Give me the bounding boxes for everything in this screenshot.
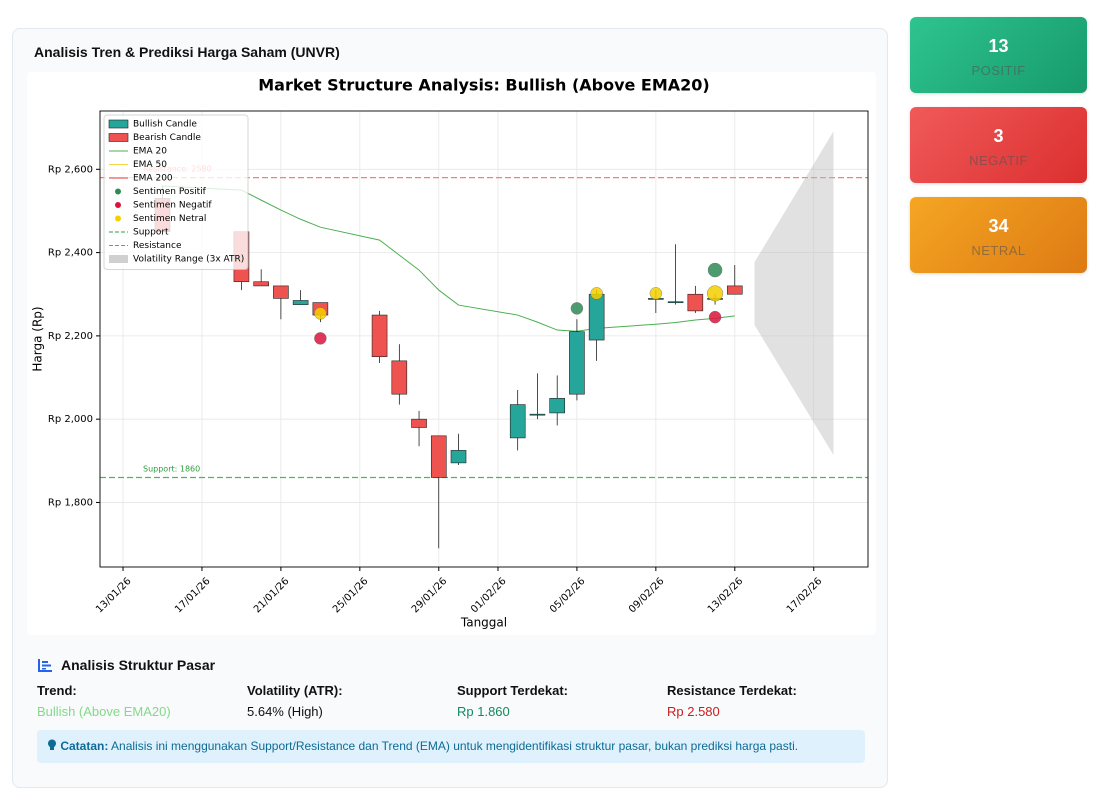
stat-card: 13 POSITIF bbox=[910, 17, 1087, 93]
chart-title: Market Structure Analysis: Bullish (Abov… bbox=[258, 76, 710, 95]
volatility-range bbox=[754, 131, 834, 455]
stat-card: 3 NEGATIF bbox=[910, 107, 1087, 183]
sentiment-point bbox=[708, 310, 722, 324]
card-title: Analisis Tren & Prediksi Harga Saham (UN… bbox=[34, 44, 340, 60]
metric-value: 5.64% (High) bbox=[247, 704, 323, 719]
legend-label: Resistance bbox=[133, 241, 182, 251]
legend-swatch bbox=[115, 215, 121, 222]
metric-value: Rp 1.860 bbox=[457, 704, 510, 719]
sentiment-point bbox=[590, 287, 603, 300]
x-tick-label: 13/02/26 bbox=[706, 576, 746, 616]
legend-label: Sentimen Positif bbox=[133, 187, 207, 197]
legend-swatch bbox=[115, 202, 121, 208]
x-tick-label: 09/02/26 bbox=[627, 576, 667, 616]
x-tick-label: 21/01/26 bbox=[252, 576, 292, 616]
metric-label: Volatility (ATR): bbox=[247, 683, 343, 698]
stat-label: POSITIF bbox=[971, 63, 1026, 78]
bullish-candle bbox=[549, 398, 565, 414]
bearish-candle bbox=[411, 418, 427, 428]
legend-label: Support bbox=[133, 228, 169, 238]
metric: Trend: Bullish (Above EMA20) bbox=[37, 683, 237, 719]
metric-label: Resistance Terdekat: bbox=[667, 683, 797, 698]
bearish-candle bbox=[430, 435, 447, 478]
x-axis-label: Tanggal bbox=[460, 616, 507, 630]
legend-label: Bearish Candle bbox=[133, 133, 201, 143]
legend-label: Sentimen Netral bbox=[133, 214, 206, 224]
bulb-icon bbox=[48, 739, 56, 750]
y-axis-label: Harga (Rp) bbox=[31, 306, 45, 371]
y-tick-label: Rp 2,400 bbox=[48, 248, 93, 259]
legend-swatch bbox=[115, 188, 121, 195]
heading-text: Analisis Struktur Pasar bbox=[61, 657, 216, 673]
sentiment-point bbox=[570, 302, 584, 315]
note-text: Analisis ini menggunakan Support/Resista… bbox=[111, 739, 799, 753]
sentiment-point bbox=[707, 285, 724, 302]
stat-value: 3 bbox=[993, 126, 1004, 146]
legend-label: Volatility Range (3x ATR) bbox=[133, 255, 244, 265]
x-tick-label: 29/01/26 bbox=[410, 576, 450, 616]
chart: Market Structure Analysis: Bullish (Abov… bbox=[27, 72, 876, 635]
x-tick-label: 05/02/26 bbox=[548, 576, 588, 616]
sentiment-point bbox=[649, 287, 663, 300]
bearish-candle bbox=[371, 314, 388, 357]
y-tick-label: Rp 2,600 bbox=[48, 164, 93, 175]
bearish-candle bbox=[391, 360, 408, 395]
x-tick-label: 17/02/26 bbox=[785, 576, 825, 616]
sentiment-point bbox=[314, 307, 327, 320]
metric: Volatility (ATR): 5.64% (High) bbox=[247, 683, 447, 719]
bullish-candle bbox=[509, 404, 526, 439]
legend-label: Sentimen Negatif bbox=[133, 201, 212, 211]
chart-layer: Market Structure Analysis: Bullish (Abov… bbox=[31, 76, 869, 630]
metric-value: Bullish (Above EMA20) bbox=[37, 704, 171, 719]
y-tick-label: Rp 1,800 bbox=[48, 497, 93, 508]
bullish-candle bbox=[292, 300, 309, 305]
bearish-candle bbox=[273, 285, 289, 299]
stat-label: NETRAL bbox=[971, 243, 1026, 258]
stat-value: 13 bbox=[988, 36, 1009, 56]
y-tick-label: Rp 2,200 bbox=[48, 331, 93, 342]
legend-swatch bbox=[108, 133, 129, 142]
stat-label: NEGATIF bbox=[969, 153, 1028, 168]
bullish-candle bbox=[529, 413, 546, 416]
x-tick-label: 25/01/26 bbox=[331, 576, 371, 616]
metric-label: Trend: bbox=[37, 683, 77, 698]
note-label: Catatan: bbox=[60, 739, 109, 753]
legend-swatch bbox=[109, 255, 128, 263]
metric: Resistance Terdekat: Rp 2.580 bbox=[667, 683, 867, 719]
plot-frame bbox=[99, 110, 869, 568]
legend-label: Bullish Candle bbox=[133, 120, 197, 130]
ema20-line bbox=[162, 185, 735, 332]
y-tick-label: Rp 2,000 bbox=[48, 414, 93, 425]
legend-box bbox=[103, 114, 249, 270]
legend-label: EMA 200 bbox=[133, 174, 173, 184]
metric-label: Support Terdekat: bbox=[457, 683, 568, 698]
bearish-candle bbox=[687, 293, 704, 312]
chart-icon bbox=[38, 659, 52, 672]
bullish-candle bbox=[569, 331, 585, 395]
bullish-candle bbox=[450, 450, 467, 464]
bullish-candle bbox=[588, 293, 605, 341]
metric: Support Terdekat: Rp 1.860 bbox=[457, 683, 657, 719]
x-tick-label: 13/01/26 bbox=[94, 576, 134, 616]
sentiment-point bbox=[707, 262, 723, 278]
note: Catatan: Analisis ini menggunakan Suppor… bbox=[37, 730, 865, 763]
stat-card: 34 NETRAL bbox=[910, 197, 1087, 273]
metric-value: Rp 2.580 bbox=[667, 704, 720, 719]
legend-label: EMA 20 bbox=[133, 147, 167, 157]
stat-value: 34 bbox=[988, 216, 1009, 236]
x-tick-label: 01/02/26 bbox=[469, 576, 509, 616]
bearish-candle bbox=[726, 285, 743, 295]
bearish-candle bbox=[253, 281, 269, 287]
section-heading: Analisis Struktur Pasar bbox=[38, 657, 215, 673]
bullish-candle bbox=[667, 301, 684, 304]
sentiment-point bbox=[314, 332, 327, 345]
legend-swatch bbox=[108, 119, 129, 129]
support-label: Support: 1860 bbox=[143, 464, 200, 473]
x-tick-label: 17/01/26 bbox=[173, 576, 213, 616]
legend-label: EMA 50 bbox=[133, 160, 167, 170]
